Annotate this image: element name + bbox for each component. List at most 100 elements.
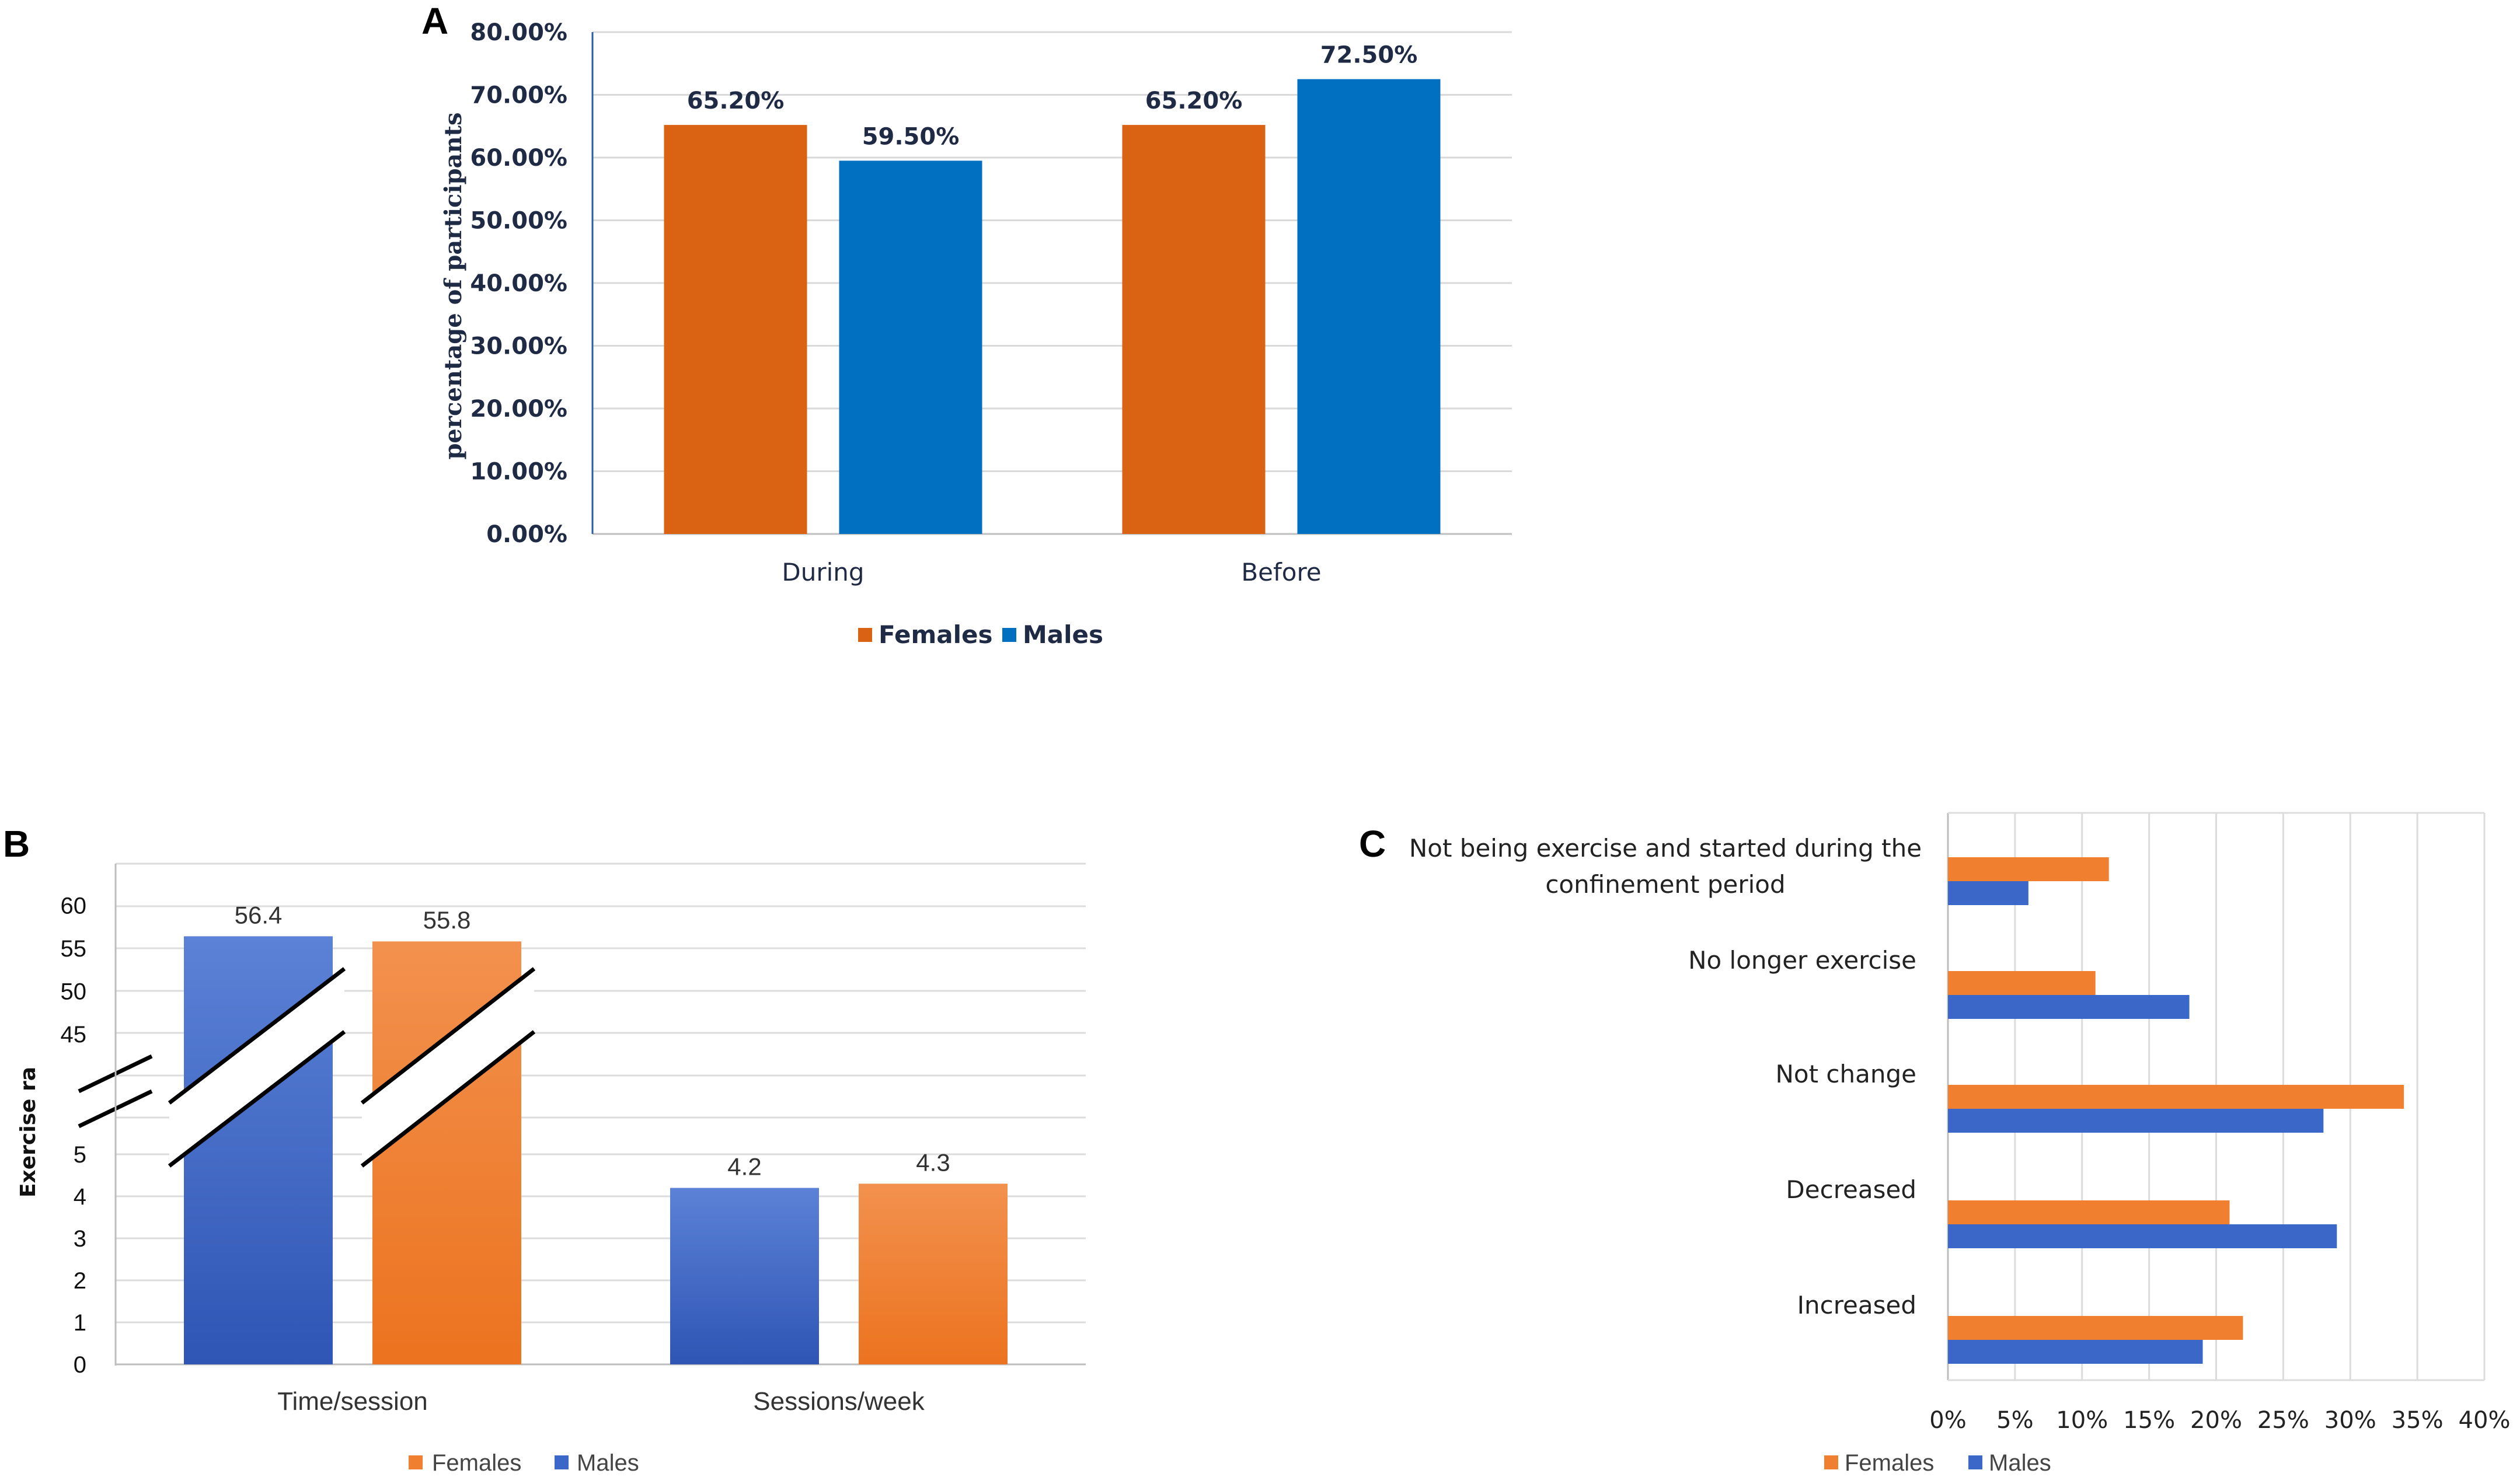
panel-a-y-tick-label: 0.00% — [486, 521, 567, 548]
panel-a-y-tick-label: 40.00% — [470, 270, 567, 297]
panel-c-bar-females-0 — [1948, 857, 2109, 881]
panel-a-y-tick-label: 60.00% — [470, 145, 567, 172]
panel-c-x-tick-label: 30% — [2324, 1407, 2376, 1434]
panel-a-x-tick-label: During — [782, 558, 864, 586]
panel-b-x-ticks: Time/session Sessions/week — [277, 1387, 925, 1416]
panel-b-y-tick-label: 0 — [74, 1352, 86, 1378]
panel-a-data-label: 72.50% — [1320, 42, 1418, 69]
panel-c-category-label: Not change — [1776, 1060, 1917, 1088]
panel-a-data-label: 65.20% — [687, 88, 785, 114]
panel-a-legend-males-label: Males — [1023, 620, 1103, 649]
panel-b-y-tick-label: 3 — [74, 1226, 86, 1252]
panel-c-x-tick-label: 10% — [2056, 1407, 2108, 1434]
panel-b-y-tick-label: 60 — [61, 893, 87, 919]
panel-b-legend-females-label: Females — [432, 1450, 521, 1476]
panel-b-y-tick-label: 2 — [74, 1268, 86, 1294]
panel-b-y-axis-label: Exercise ra — [16, 1067, 40, 1197]
panel-a-x-tick-label: Before — [1241, 558, 1321, 586]
panel-c-bar-males-4 — [1948, 1340, 2203, 1364]
panel-c-legend-males-label: Males — [1989, 1450, 2051, 1476]
panel-a-data-label: 65.20% — [1145, 88, 1243, 114]
panel-c-category-label: Not being exercise and started during th… — [1409, 834, 1922, 863]
panel-a-data-labels: 65.20% 59.50% 65.20% 72.50% — [687, 42, 1418, 151]
panel-b-bars — [184, 936, 1008, 1364]
panel-c-category-label: Increased — [1797, 1291, 1916, 1319]
panel-a-y-tick-label: 70.00% — [470, 82, 567, 109]
panel-c-bar-males-0 — [1948, 881, 2028, 905]
panel-b-y-tick-label: 4 — [74, 1184, 86, 1210]
panel-b-y-tick-label: 1 — [74, 1310, 86, 1336]
panel-a-bar-males-during — [839, 160, 982, 534]
panel-a-legend-females-label: Females — [879, 620, 992, 649]
panel-c-x-tick-label: 25% — [2257, 1407, 2309, 1434]
panel-b-break-line-2a — [360, 967, 536, 1105]
panel-b-break-line-1a — [168, 967, 346, 1105]
panel-c-category-labels: Not being exercise and started during th… — [1409, 834, 1922, 1319]
panel-c-letter: C — [1359, 823, 1386, 865]
panel-c-legend-females-swatch — [1824, 1455, 1838, 1469]
panel-b-data-label: 4.2 — [727, 1153, 761, 1181]
panel-b-break-line-1b — [168, 1030, 346, 1168]
panel-c-legend: Females Males — [1824, 1450, 2051, 1476]
panel-c-bar-males-3 — [1948, 1224, 2337, 1248]
panel-b-bar-females-1 — [859, 1183, 1008, 1364]
panel-b-legend-females-swatch — [409, 1455, 423, 1469]
panel-c-bar-females-3 — [1948, 1200, 2230, 1224]
panel-a-legend-males-swatch — [1002, 628, 1016, 642]
panel-a-bars — [664, 79, 1441, 535]
panel-c-x-tick-label: 0% — [1929, 1407, 1966, 1434]
panel-c-x-tick-label: 15% — [2123, 1407, 2175, 1434]
panel-a-data-label: 59.50% — [862, 123, 960, 150]
panel-c-legend-females-label: Females — [1845, 1450, 1934, 1476]
panel-c-category-label: confinement period — [1545, 870, 1785, 899]
panel-a-y-tick-label: 20.00% — [470, 396, 567, 422]
panel-b-bar-break-2 — [362, 969, 534, 1166]
panel-a-y-tick-label: 10.00% — [470, 459, 567, 486]
panel-b-data-labels: 56.4 55.8 4.2 4.3 — [235, 901, 950, 1180]
panel-c-category-label: Decreased — [1786, 1175, 1916, 1204]
panel-b-y-tick-label: 55 — [61, 936, 87, 962]
panel-a-y-axis-label: percentage of participants — [440, 112, 467, 459]
panel-a-bar-females-before — [1122, 125, 1266, 535]
panel-a-y-ticks: 0.00% 10.00% 20.00% 30.00% 40.00% 50.00% 60.00… — [470, 19, 567, 548]
panel-b-break-line-2b — [360, 1030, 536, 1168]
panel-b-x-tick-label: Time/session — [277, 1387, 428, 1416]
panel-c-bars — [1948, 857, 2404, 1364]
panel-c-bar-females-2 — [1948, 1085, 2404, 1109]
panel-a-letter: A — [421, 0, 448, 42]
panel-c-x-tick-label: 20% — [2190, 1407, 2242, 1434]
panel-b-y-tick-label: 5 — [74, 1142, 86, 1168]
panel-c-bar-males-2 — [1948, 1109, 2324, 1133]
panel-c-x-ticks: 0% 5% 10% 15% 20% 25% 30% 35% 40% — [1929, 1407, 2510, 1434]
panel-a-x-ticks: During Before — [782, 558, 1321, 586]
panel-b-x-tick-label: Sessions/week — [753, 1387, 925, 1416]
panel-b-break-marks — [78, 967, 536, 1168]
panel-b-data-label: 4.3 — [916, 1148, 950, 1176]
panel-b-legend-males-label: Males — [577, 1450, 639, 1476]
panel-b-legend: Females Males — [409, 1450, 639, 1476]
panel-b-bar-males-1 — [670, 1188, 819, 1364]
panel-a-y-tick-label: 50.00% — [470, 208, 567, 235]
panel-c-category-label: No longer exercise — [1688, 946, 1916, 975]
panel-b-data-label: 55.8 — [423, 906, 471, 934]
panel-a-bar-males-before — [1297, 79, 1441, 534]
panel-a-y-tick-label: 30.00% — [470, 333, 567, 360]
panel-b-bar-break-1 — [169, 969, 344, 1166]
panel-c-x-tick-label: 40% — [2459, 1407, 2511, 1434]
panel-a-bar-females-during — [664, 125, 807, 535]
panel-b-legend-males-swatch — [555, 1455, 569, 1469]
panel-a-legend-females-swatch — [858, 628, 872, 642]
panel-b-y-tick-label: 45 — [61, 1022, 87, 1047]
panel-c-chart: Not being exercise and started during th… — [1409, 812, 2510, 1476]
panel-c-legend-males-swatch — [1968, 1455, 1982, 1469]
panel-a-legend: Females Males — [858, 620, 1103, 649]
panel-b-letter: B — [3, 823, 30, 865]
panel-b-data-label: 56.4 — [235, 901, 283, 928]
panel-b-y-tick-label: 50 — [61, 979, 87, 1005]
panel-c-bar-males-1 — [1948, 995, 2190, 1019]
panel-c-x-tick-label: 5% — [1996, 1407, 2033, 1434]
panel-c-bar-females-1 — [1948, 971, 2096, 995]
panel-a-y-tick-label: 80.00% — [470, 19, 567, 46]
